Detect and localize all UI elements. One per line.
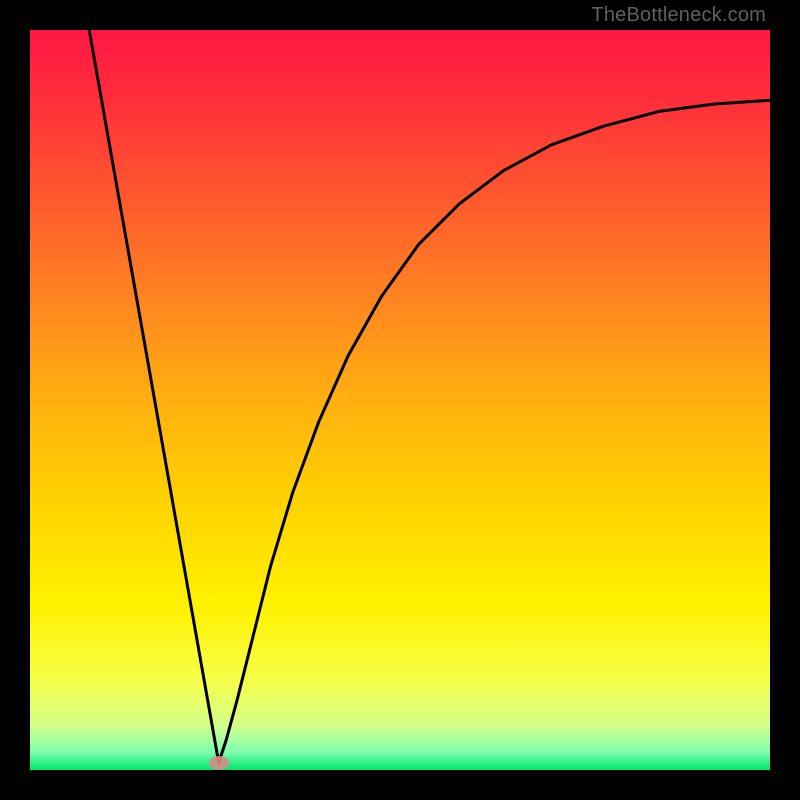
border-bottom <box>0 770 800 800</box>
border-right <box>770 0 800 800</box>
bottleneck-curve <box>30 30 770 770</box>
watermark-text: TheBottleneck.com <box>591 4 766 27</box>
chart-container: TheBottleneck.com <box>0 0 800 800</box>
min-marker-dot <box>209 756 229 770</box>
border-left <box>0 0 30 800</box>
